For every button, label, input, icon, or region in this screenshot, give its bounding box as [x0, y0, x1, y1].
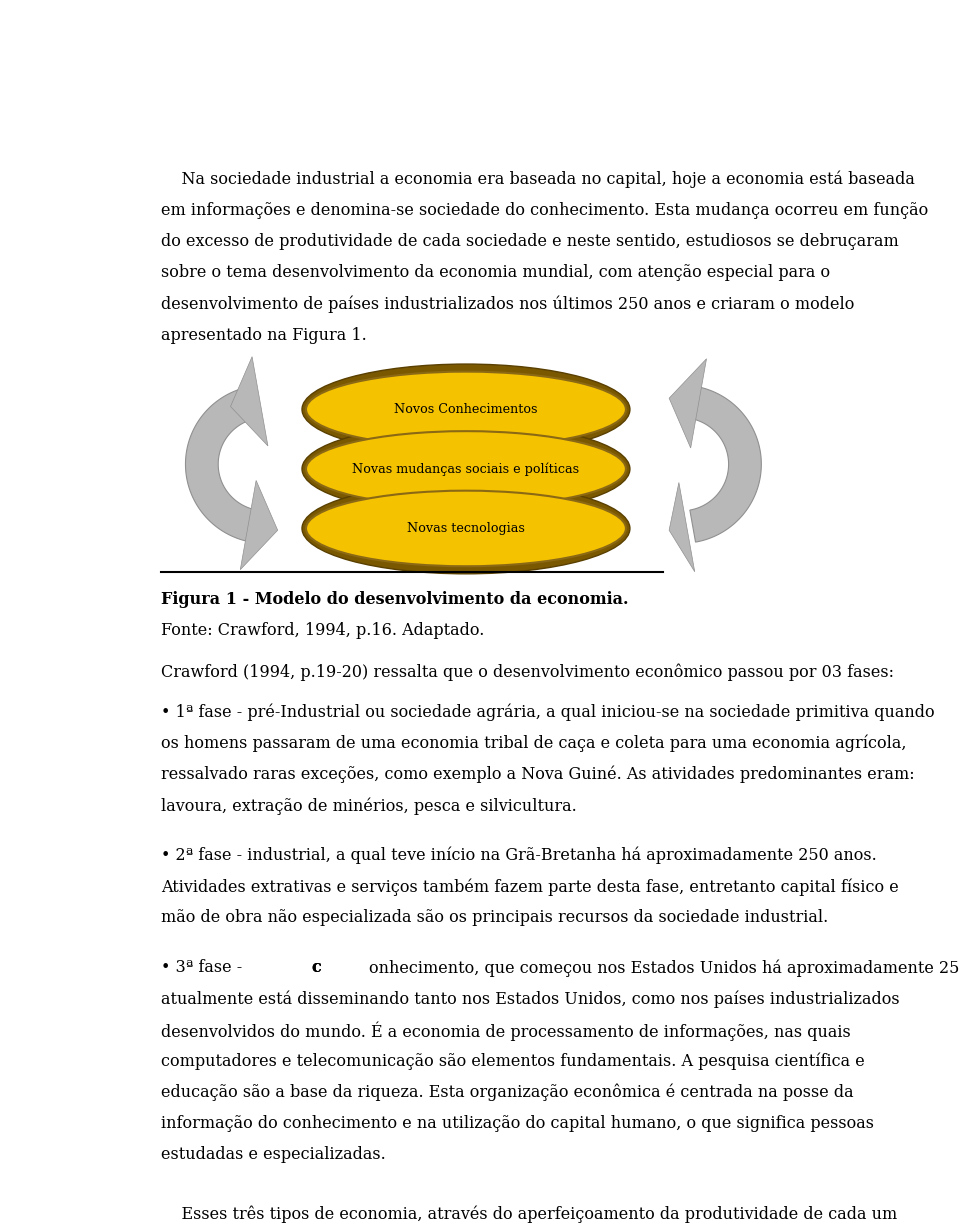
Text: educação são a base da riqueza. Esta organização econômica é centrada na posse d: educação são a base da riqueza. Esta org… [161, 1083, 853, 1102]
Text: • 3ª fase -: • 3ª fase - [161, 960, 248, 977]
Text: atualmente está disseminando tanto nos Estados Unidos, como nos países industria: atualmente está disseminando tanto nos E… [161, 990, 900, 1007]
Text: Novas mudanças sociais e políticas: Novas mudanças sociais e políticas [352, 463, 580, 476]
Text: • 1ª fase - pré-Industrial ou sociedade agrária, a qual iniciou-se na sociedade : • 1ª fase - pré-Industrial ou sociedade … [161, 703, 934, 721]
Text: • 2ª fase - industrial, a qual teve início na Grã-Bretanha há aproximadamente 25: • 2ª fase - industrial, a qual teve iníc… [161, 847, 876, 865]
Text: informação do conhecimento e na utilização do capital humano, o que significa pe: informação do conhecimento e na utilizaç… [161, 1115, 874, 1133]
Ellipse shape [306, 431, 626, 507]
Text: Fonte: Crawford, 1994, p.16. Adaptado.: Fonte: Crawford, 1994, p.16. Adaptado. [161, 622, 484, 639]
Text: Novas tecnologias: Novas tecnologias [407, 521, 525, 535]
Text: onhecimento, que começou nos Estados Unidos há aproximadamente 25 anos e: onhecimento, que começou nos Estados Uni… [369, 960, 960, 977]
Text: mão de obra não especializada são os principais recursos da sociedade industrial: mão de obra não especializada são os pri… [161, 909, 828, 926]
Text: apresentado na Figura 1.: apresentado na Figura 1. [161, 326, 367, 344]
Text: estudadas e especializadas.: estudadas e especializadas. [161, 1146, 386, 1163]
Text: desenvolvimento de países industrializados nos últimos 250 anos e criaram o mode: desenvolvimento de países industrializad… [161, 296, 854, 313]
Polygon shape [669, 482, 695, 572]
Text: ressalvado raras exceções, como exemplo a Nova Guiné. As atividades predominante: ressalvado raras exceções, como exemplo … [161, 766, 915, 783]
Text: do excesso de produtividade de cada sociedade e neste sentido, estudiosos se deb: do excesso de produtividade de cada soci… [161, 233, 899, 250]
Polygon shape [240, 481, 277, 569]
Ellipse shape [302, 423, 630, 514]
Text: sobre o tema desenvolvimento da economia mundial, com atenção especial para o: sobre o tema desenvolvimento da economia… [161, 264, 830, 281]
Polygon shape [230, 357, 268, 445]
Text: Atividades extrativas e serviços também fazem parte desta fase, entretanto capit: Atividades extrativas e serviços também … [161, 879, 899, 896]
Text: computadores e telecomunicação são elementos fundamentais. A pesquisa científica: computadores e telecomunicação são eleme… [161, 1053, 865, 1070]
Text: Figura 1 - Modelo do desenvolvimento da economia.: Figura 1 - Modelo do desenvolvimento da … [161, 591, 629, 609]
Text: em informações e denomina-se sociedade do conhecimento. Esta mudança ocorreu em : em informações e denomina-se sociedade d… [161, 202, 928, 220]
Text: Na sociedade industrial a economia era baseada no capital, hoje a economia está : Na sociedade industrial a economia era b… [161, 171, 915, 189]
Text: Crawford (1994, p.19-20) ressalta que o desenvolvimento econômico passou por 03 : Crawford (1994, p.19-20) ressalta que o … [161, 663, 894, 681]
Text: desenvolvidos do mundo. É a economia de processamento de informações, nas quais: desenvolvidos do mundo. É a economia de … [161, 1022, 851, 1040]
Text: Novos Conhecimentos: Novos Conhecimentos [395, 402, 538, 416]
Text: os homens passaram de uma economia tribal de caça e coleta para uma economia agr: os homens passaram de uma economia triba… [161, 735, 906, 752]
Text: Esses três tipos de economia, através do aperfeiçoamento da produtividade de cad: Esses três tipos de economia, através do… [161, 1205, 898, 1223]
Ellipse shape [302, 364, 630, 455]
Ellipse shape [306, 491, 626, 566]
Polygon shape [185, 387, 257, 542]
Text: c: c [312, 960, 322, 977]
Polygon shape [690, 387, 761, 542]
Text: c: c [312, 960, 322, 977]
Ellipse shape [306, 372, 626, 447]
Polygon shape [669, 358, 707, 448]
Text: lavoura, extração de minérios, pesca e silvicultura.: lavoura, extração de minérios, pesca e s… [161, 798, 577, 815]
Ellipse shape [302, 483, 630, 574]
